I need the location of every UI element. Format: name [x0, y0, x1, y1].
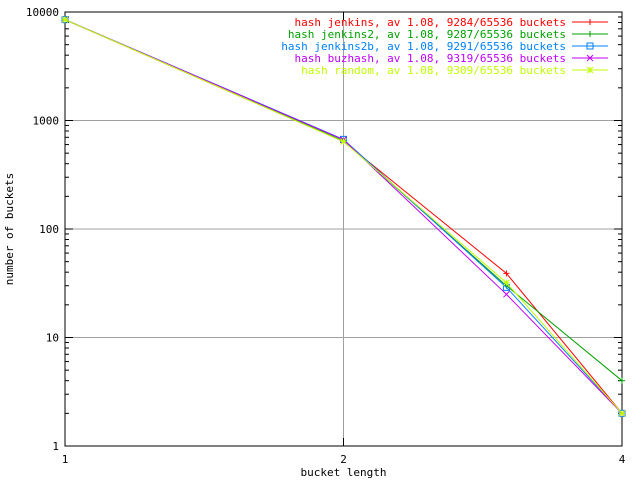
- y-tick-label: 10000: [26, 6, 59, 19]
- x-tick-label: 1: [62, 453, 69, 466]
- y-tick-label: 1000: [33, 115, 60, 128]
- x-tick-label: 4: [619, 453, 626, 466]
- data-point: [503, 290, 510, 298]
- data-point: [587, 31, 593, 37]
- legend: hash jenkins, av 1.08, 9284/65536 bucket…: [281, 16, 608, 77]
- data-point: [340, 138, 347, 145]
- data-point: [586, 42, 594, 50]
- y-tick-label: 100: [39, 223, 59, 236]
- data-point: [586, 66, 594, 74]
- y-tick-label: 10: [46, 332, 59, 345]
- grid: [65, 12, 622, 446]
- data-point: [61, 16, 69, 24]
- series-line-3: [64, 19, 623, 414]
- x-axis-label: bucket length: [300, 466, 386, 479]
- series-line-4: [64, 19, 623, 414]
- data-point: [503, 270, 510, 277]
- data-point: [503, 279, 510, 287]
- data-point: [618, 409, 626, 417]
- legend-label: hash buzhash, av 1.08, 9319/65536 bucket…: [294, 52, 566, 65]
- data-point: [587, 19, 593, 25]
- data-point: [619, 377, 625, 384]
- y-axis-label: number of buckets: [3, 173, 16, 286]
- legend-label: hash jenkins2, av 1.08, 9287/65536 bucke…: [288, 28, 566, 41]
- ticks: 1 10 100 1000 10000 1 2 4: [26, 6, 626, 466]
- data-point: [586, 54, 594, 62]
- legend-label: hash jenkins2b, av 1.08, 9291/65536 buck…: [281, 40, 566, 53]
- legend-label: hash random, av 1.08, 9309/65536 buckets: [301, 64, 566, 77]
- x-tick-label: 2: [340, 453, 347, 466]
- legend-label: hash jenkins, av 1.08, 9284/65536 bucket…: [294, 16, 566, 29]
- series-lines: [61, 16, 626, 417]
- y-tick-label: 1: [52, 440, 59, 453]
